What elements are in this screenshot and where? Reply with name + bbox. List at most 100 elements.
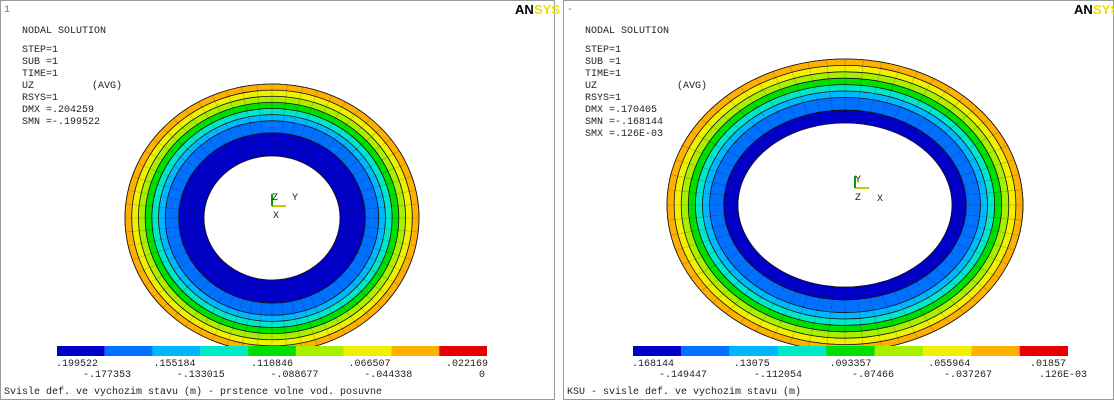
legend-label: -.07466 xyxy=(852,370,894,381)
legend-label: .066507 xyxy=(348,359,390,370)
logo-sys: SYS xyxy=(1093,2,1114,17)
mesh-line xyxy=(700,118,759,158)
caption: Svisle def. ve vychozim stavu (m) - prst… xyxy=(4,386,382,398)
mesh-line xyxy=(937,131,1000,165)
mesh-line xyxy=(311,109,359,169)
mesh-line xyxy=(132,236,208,260)
mesh-line xyxy=(951,189,1023,197)
legend-label: -.149447 xyxy=(659,370,707,381)
mesh-line xyxy=(185,267,233,327)
legend-label: .110846 xyxy=(251,359,293,370)
mesh-line xyxy=(132,176,208,200)
triad-label: Y xyxy=(855,175,861,186)
mesh-line xyxy=(907,271,950,324)
mesh-line xyxy=(789,66,813,128)
legend-label: .093357 xyxy=(829,359,871,370)
ring-hole xyxy=(737,122,953,288)
triad-label: Z xyxy=(855,193,861,204)
mesh-line xyxy=(278,279,288,352)
mesh-line xyxy=(326,254,392,298)
mesh-line xyxy=(942,145,1008,172)
mesh-line xyxy=(256,84,266,157)
mesh-line xyxy=(924,259,978,303)
legend-swatch xyxy=(729,346,778,356)
mesh-line xyxy=(740,271,783,324)
mesh-line xyxy=(322,128,382,177)
mesh-line xyxy=(330,150,400,188)
contour-plot xyxy=(666,58,1024,352)
mesh-line xyxy=(305,271,346,335)
mesh-line xyxy=(772,71,802,131)
mesh-line xyxy=(907,86,950,139)
mesh-line xyxy=(198,271,239,335)
mesh-line xyxy=(877,282,901,344)
mesh-line xyxy=(256,279,266,352)
mesh-line xyxy=(670,174,741,189)
mesh-line xyxy=(866,285,883,348)
legend-label: .01857 xyxy=(1030,359,1066,370)
mesh-line xyxy=(317,263,371,318)
mesh-line xyxy=(946,230,1015,251)
info-line: STEP=1 xyxy=(22,45,58,56)
mesh-line xyxy=(241,278,259,350)
info-line: RSYS=1 xyxy=(22,93,58,104)
mesh-line xyxy=(285,86,303,158)
legend-swatch xyxy=(439,346,487,356)
mesh-line xyxy=(292,276,318,346)
avg-label: (AVG) xyxy=(677,80,707,92)
info-line: SUB =1 xyxy=(585,57,621,68)
mesh-line xyxy=(937,245,1000,279)
mesh-line xyxy=(740,86,783,139)
legend-swatch xyxy=(57,346,105,356)
triad-label: X xyxy=(273,211,279,222)
mesh-line xyxy=(336,236,412,260)
legend-swatch xyxy=(248,346,296,356)
mesh-line xyxy=(675,159,744,180)
mesh-line xyxy=(299,274,333,341)
mesh-line xyxy=(789,282,813,344)
mesh-line xyxy=(334,242,407,273)
mesh-line xyxy=(807,62,824,125)
legend-label: 0 xyxy=(479,370,485,381)
mesh-line xyxy=(162,259,222,308)
mesh-line xyxy=(949,174,1020,189)
legend-label: .155184 xyxy=(153,359,195,370)
mesh-line xyxy=(322,259,382,308)
mesh-line xyxy=(755,275,792,332)
mesh-line xyxy=(198,101,239,165)
mesh-line xyxy=(137,242,210,273)
mesh-line xyxy=(725,96,774,145)
info-line: DMX =.170405 xyxy=(585,105,657,116)
mesh-line xyxy=(682,238,748,265)
mesh-line xyxy=(338,230,416,247)
legend-swatch xyxy=(391,346,440,356)
legend-label: -.133015 xyxy=(177,370,225,381)
triad-label: Y xyxy=(292,193,298,204)
legend-label: .13075 xyxy=(734,359,770,370)
mesh-line xyxy=(931,118,990,158)
mesh-line xyxy=(712,259,766,303)
legend-swatch xyxy=(104,346,153,356)
mesh-line xyxy=(855,59,864,124)
window-number: - xyxy=(567,5,573,16)
mesh-line xyxy=(326,138,392,182)
mesh-line xyxy=(888,279,918,339)
legend-label: .126E-03 xyxy=(1039,370,1087,381)
legend-swatch xyxy=(343,346,392,356)
legend-swatch xyxy=(295,346,344,356)
mesh-line xyxy=(162,128,222,177)
mesh-line xyxy=(173,263,227,318)
mesh-line xyxy=(128,230,206,247)
mesh-line xyxy=(898,275,935,332)
mesh-line xyxy=(173,118,227,173)
logo-sys: SYS xyxy=(534,2,560,17)
mesh-line xyxy=(826,286,835,351)
mesh-line xyxy=(916,265,965,314)
mesh-line xyxy=(339,224,419,233)
mesh-line xyxy=(241,86,259,158)
mesh-line xyxy=(700,252,759,292)
mesh-line xyxy=(690,245,753,279)
mesh-line xyxy=(330,248,400,286)
mesh-line xyxy=(125,224,205,233)
mesh-line xyxy=(682,145,748,172)
